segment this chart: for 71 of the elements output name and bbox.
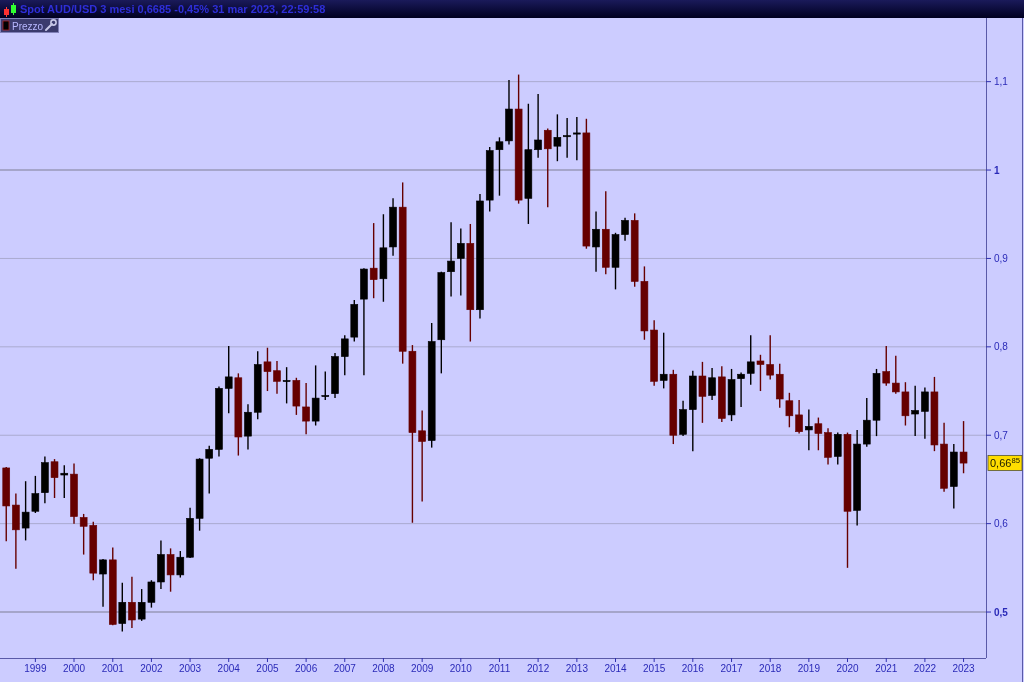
candlestick bbox=[99, 558, 107, 608]
candlestick bbox=[805, 408, 813, 451]
x-tick-label: 2008 bbox=[372, 663, 395, 674]
x-tick-label: 2021 bbox=[875, 663, 898, 674]
x-tick-label: 2023 bbox=[952, 663, 976, 674]
x-tick-label: 2009 bbox=[411, 663, 434, 674]
candlestick bbox=[340, 334, 349, 376]
candlestick bbox=[553, 113, 562, 162]
x-tick-label: 2018 bbox=[759, 663, 782, 674]
x-tick-label: 2006 bbox=[294, 663, 318, 674]
y-tick-label: 0,5 bbox=[994, 606, 1009, 618]
x-tick-label: 2017 bbox=[720, 663, 744, 674]
candlestick bbox=[50, 458, 59, 499]
candlestick bbox=[708, 367, 716, 401]
x-tick-label: 2019 bbox=[797, 663, 821, 674]
candlestick bbox=[447, 221, 455, 298]
x-tick-label: 2002 bbox=[140, 663, 163, 674]
candlestick bbox=[833, 431, 842, 466]
x-tick-label: 2014 bbox=[604, 663, 628, 674]
y-tick-label: 1 bbox=[994, 164, 1000, 176]
candlestick bbox=[785, 392, 794, 428]
candlestick bbox=[534, 93, 542, 159]
candlestick bbox=[959, 420, 968, 474]
annotation: Prezzo bbox=[12, 20, 44, 32]
candlestick bbox=[176, 550, 185, 579]
candlestick bbox=[592, 210, 600, 273]
x-tick-label: 2015 bbox=[643, 663, 666, 674]
candlestick bbox=[457, 227, 465, 297]
x-tick-label: 2022 bbox=[913, 663, 937, 674]
x-tick-label: 2000 bbox=[62, 663, 86, 674]
candlestick bbox=[882, 345, 891, 387]
x-tick-label: 2013 bbox=[565, 663, 589, 674]
candlestick bbox=[543, 127, 552, 208]
y-tick-label: 1,1 bbox=[994, 76, 1009, 88]
candlestick bbox=[321, 370, 330, 401]
candlestick bbox=[911, 385, 919, 437]
candlestick bbox=[369, 222, 378, 299]
candlestick bbox=[921, 386, 929, 440]
candlestick bbox=[795, 399, 803, 435]
candlestick bbox=[659, 332, 668, 390]
candlestick bbox=[224, 345, 233, 414]
x-tick-label: 2007 bbox=[333, 663, 357, 674]
chart-title: Spot AUD/USD 3 mesi 0,6685 -0,45% 31 mar 2023, 22:59:58 bbox=[20, 3, 326, 15]
x-tick-label: 2011 bbox=[488, 663, 511, 674]
candlestick bbox=[282, 366, 291, 405]
x-tick-label: 2001 bbox=[101, 663, 125, 674]
y-tick-label: 0,9 bbox=[994, 252, 1009, 264]
x-tick-label: 2004 bbox=[217, 663, 241, 674]
x-tick-label: 2012 bbox=[526, 663, 550, 674]
candlestick bbox=[166, 547, 175, 593]
y-tick-label: 0,6 bbox=[994, 518, 1009, 530]
candlestick bbox=[746, 334, 755, 386]
y-tick-label: 0,8 bbox=[994, 341, 1009, 353]
x-tick-label: 2003 bbox=[178, 663, 202, 674]
candlestick bbox=[118, 582, 127, 633]
x-tick-label: 2005 bbox=[256, 663, 280, 674]
x-tick-label: 1999 bbox=[24, 663, 47, 674]
candlestick bbox=[698, 361, 707, 424]
candlestick bbox=[573, 116, 581, 162]
candlestick bbox=[60, 464, 69, 499]
candlestick bbox=[563, 117, 571, 159]
x-tick-label: 2020 bbox=[836, 663, 860, 674]
x-tick-label: 2010 bbox=[449, 663, 473, 674]
candlestick bbox=[302, 382, 310, 436]
candlestick bbox=[244, 403, 252, 451]
y-tick-label: 0,7 bbox=[994, 429, 1009, 441]
candlestick bbox=[128, 575, 136, 629]
candlestick bbox=[737, 371, 745, 408]
x-tick-label: 2016 bbox=[681, 663, 705, 674]
annotation: 0,66$^{85}$ bbox=[990, 455, 1020, 470]
candlestick bbox=[311, 364, 320, 427]
